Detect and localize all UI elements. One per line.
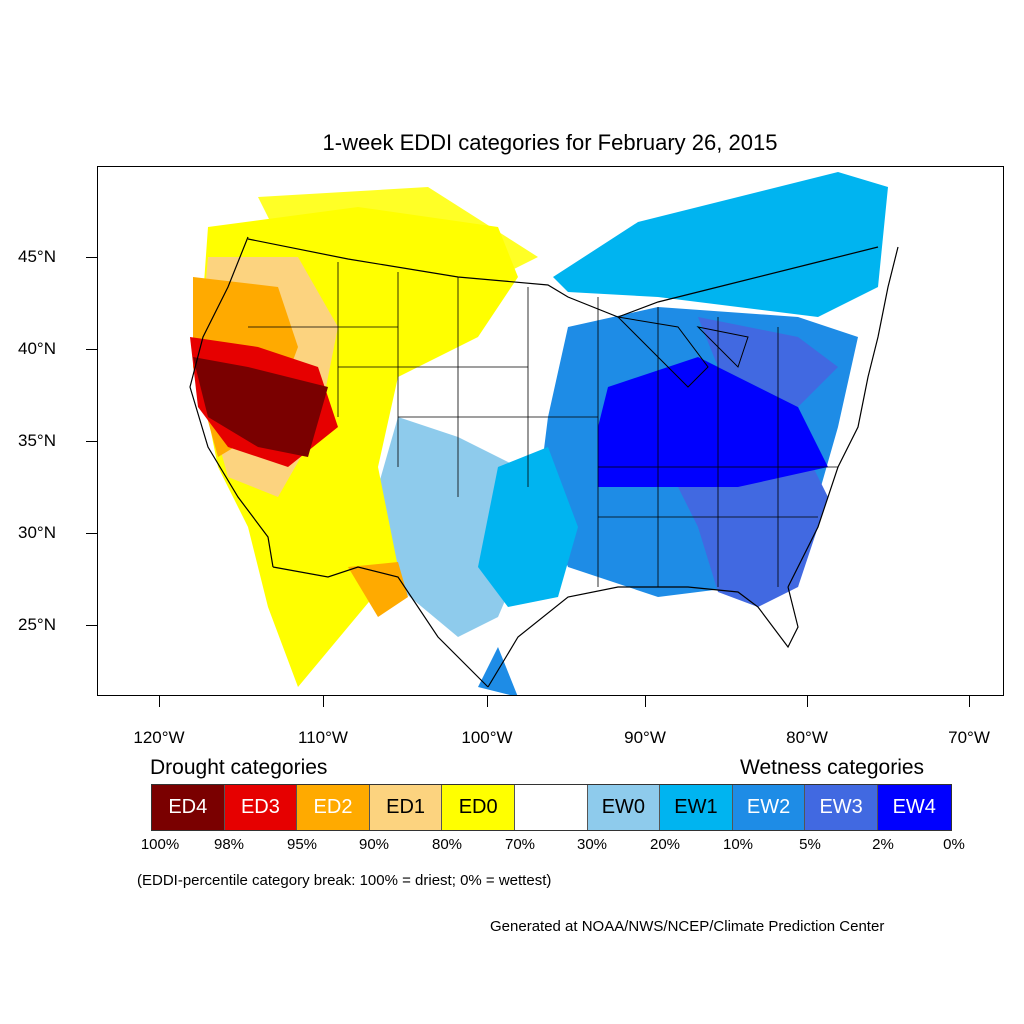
lat-tick-45 (86, 257, 97, 258)
break-label: 70% (504, 836, 536, 853)
lon-tick-110 (323, 696, 324, 707)
lat-label-35: 35°N (18, 431, 56, 450)
legend-cell-ed4: ED4 (152, 785, 225, 830)
state-lines (248, 262, 838, 587)
lon-label-80: 80°W (786, 728, 828, 747)
region-ed4-west (193, 357, 328, 457)
lat-tick-40 (86, 349, 97, 350)
region-ew2-gulf (478, 647, 518, 695)
legend-cell-ed2: ED2 (297, 785, 370, 830)
percentile-note: (EDDI-percentile category break: 100% = … (137, 872, 552, 889)
break-label: 2% (872, 836, 894, 853)
credit-text: Generated at NOAA/NWS/NCEP/Climate Predi… (490, 918, 885, 935)
gulf-coast (487, 586, 799, 688)
lat-label-40: 40°N (18, 339, 56, 358)
legend-cell-ed0: ED0 (442, 785, 515, 830)
lon-label-100: 100°W (461, 728, 513, 747)
lon-tick-80 (807, 696, 808, 707)
break-label: 95% (286, 836, 318, 853)
lon-tick-70 (969, 696, 970, 707)
break-label: 5% (799, 836, 821, 853)
lon-label-120: 120°W (133, 728, 185, 747)
lon-tick-120 (159, 696, 160, 707)
lat-label-45: 45°N (18, 247, 56, 266)
boundaries (189, 236, 899, 688)
legend-cell-ed1: ED1 (369, 785, 443, 830)
region-ed0-canada (258, 187, 538, 287)
lon-label-90: 90°W (624, 728, 666, 747)
break-label: 0% (943, 836, 965, 853)
great-lakes (616, 316, 749, 388)
category-colorbar: ED4 ED3 ED2 ED1 ED0 EW0 EW1 EW2 EW3 EW4 (151, 784, 952, 831)
us-canada-border (247, 238, 879, 318)
lat-label-25: 25°N (18, 615, 56, 634)
break-label: 98% (213, 836, 245, 853)
drought-categories-heading: Drought categories (150, 756, 328, 779)
legend-cell-ew3: EW3 (805, 785, 878, 830)
lon-label-70: 70°W (948, 728, 990, 747)
legend-cell-ed3: ED3 (224, 785, 298, 830)
region-ew1-north (553, 172, 888, 317)
lat-label-30: 30°N (18, 523, 56, 542)
us-mexico-border (272, 566, 489, 688)
lon-tick-90 (645, 696, 646, 707)
lat-tick-25 (86, 625, 97, 626)
break-label: 30% (576, 836, 608, 853)
eddi-map (97, 166, 1004, 696)
region-ew4-core (598, 357, 828, 487)
legend-cell-ew0: EW0 (587, 785, 661, 830)
east-coast (787, 246, 899, 588)
break-label: 20% (649, 836, 681, 853)
legend-cell-neutral (514, 785, 588, 830)
west-coast (189, 236, 274, 568)
region-ew3-north (698, 317, 838, 407)
lon-label-110: 110°W (298, 728, 348, 747)
category-regions (190, 172, 888, 695)
lat-tick-35 (86, 441, 97, 442)
lat-tick-30 (86, 533, 97, 534)
legend-cell-ew1: EW1 (660, 785, 733, 830)
region-ew1-texas (478, 447, 578, 607)
eddi-map-canvas (189, 172, 899, 695)
break-label: 10% (722, 836, 754, 853)
break-label: 100% (140, 836, 180, 853)
legend-cell-ew4: EW4 (877, 785, 951, 830)
break-label: 80% (431, 836, 463, 853)
lon-tick-100 (487, 696, 488, 707)
map-title: 1-week EDDI categories for February 26, … (322, 130, 778, 155)
wetness-categories-heading: Wetness categories (740, 756, 925, 779)
legend-cell-ew2: EW2 (732, 785, 806, 830)
break-label: 90% (358, 836, 390, 853)
